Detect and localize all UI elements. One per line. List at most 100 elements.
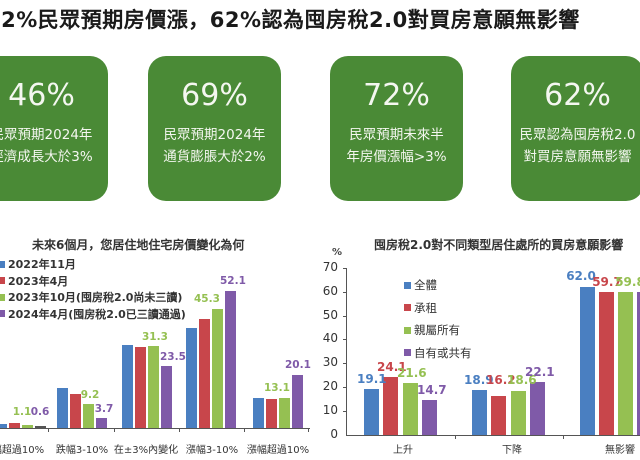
- bar: [637, 292, 640, 435]
- bar: [225, 291, 236, 428]
- x-tick: [114, 428, 115, 432]
- legend-item: 親屬所有: [404, 319, 472, 342]
- x-label: 漲幅超過10%: [246, 445, 310, 456]
- legend-swatch-red: [404, 304, 411, 312]
- y-tick-label: 50: [322, 308, 338, 322]
- bar: [253, 398, 264, 428]
- stat-card-inflation: 69% 民眾預期2024年 通貨膨脹大於2%: [148, 56, 281, 201]
- legend-swatch-purple: [0, 310, 5, 318]
- value-label: 59.8: [615, 275, 640, 289]
- stat-caption-line1: 民眾預期未來半: [349, 127, 444, 143]
- y-tick-label: 20: [322, 379, 338, 393]
- bar: [530, 382, 545, 435]
- legend-item: 自有或共有: [404, 342, 472, 365]
- x-tick: [563, 435, 564, 439]
- value-label: 14.7: [417, 383, 447, 397]
- value-label: 19.1: [357, 372, 387, 386]
- x-label: 無影響: [605, 445, 635, 456]
- value-label: 9.2: [80, 389, 100, 401]
- right-chart-legend: 全體 承租 親屬所有 自有或共有: [404, 274, 472, 364]
- bar: [70, 394, 81, 428]
- left-chart-legend: 2022年11月 2023年4月 2023年10月(囤房稅2.0尚未三讀) 20…: [0, 256, 186, 322]
- value-label: 13.1: [264, 382, 290, 394]
- stat-card-hoarding-tax: 62% 民眾認為囤房稅2.0 對買房意願無影響: [511, 56, 640, 201]
- stat-percent: 72%: [363, 78, 430, 113]
- stat-caption-line2: 經濟成長大於3%: [0, 149, 93, 165]
- legend-item: 2023年10月(囤房稅2.0尚未三讀): [0, 289, 186, 306]
- legend-item: 2022年11月: [0, 256, 186, 273]
- value-label: 52.1: [220, 275, 246, 287]
- bar: [35, 426, 46, 428]
- value-label: 59.7: [592, 275, 622, 289]
- legend-label: 2024年4月(囤房稅2.0已三讀通過): [8, 307, 186, 321]
- bar: [491, 396, 506, 435]
- y-tick-label: 0: [330, 427, 338, 441]
- y-tick-label: 10: [322, 403, 338, 417]
- x-tick: [308, 428, 309, 432]
- x-tick: [244, 428, 245, 432]
- value-label: 20.1: [285, 359, 311, 371]
- stat-percent: 46%: [8, 78, 75, 113]
- x-label: 下降: [502, 445, 522, 456]
- right-x-axis: [346, 435, 640, 436]
- bar: [472, 390, 487, 435]
- bar: [403, 383, 418, 435]
- left-chart-plot: 1.1 0.6 9.2 3.7 31.3 23.5 45.3 52.1 13.1…: [0, 275, 311, 428]
- legend-swatch-blue: [0, 260, 5, 268]
- bar: [9, 423, 20, 428]
- y-tick-label: 70: [322, 260, 338, 274]
- legend-swatch-blue: [404, 281, 411, 289]
- stat-percent: 62%: [544, 78, 611, 113]
- y-tick: [343, 292, 347, 293]
- x-label: 在±3%內變化: [113, 445, 179, 456]
- value-label: 0.6: [30, 406, 50, 418]
- value-label: 23.5: [160, 351, 186, 363]
- bar: [618, 292, 633, 435]
- value-label: 31.3: [142, 331, 168, 343]
- x-label: 漲幅3-10%: [185, 445, 239, 456]
- y-tick: [343, 363, 347, 364]
- stat-card-economy: 46% 民眾預期2024年 經濟成長大於3%: [0, 56, 108, 201]
- value-label: 22.1: [525, 365, 555, 379]
- bar: [186, 328, 197, 428]
- stat-caption-line2: 年房價漲幅>3%: [346, 149, 447, 165]
- bar: [122, 345, 133, 428]
- bar: [580, 287, 595, 435]
- bar: [599, 292, 614, 435]
- value-label: 3.7: [94, 403, 114, 415]
- bar: [422, 400, 437, 435]
- stat-caption-line2: 通貨膨脹大於2%: [163, 149, 266, 165]
- stat-caption-line1: 民眾預期2024年: [163, 127, 266, 143]
- legend-swatch-green: [0, 293, 5, 301]
- value-label: 62.0: [566, 269, 596, 283]
- bar: [383, 377, 398, 435]
- value-label: 45.3: [194, 293, 220, 305]
- right-chart-title: 囤房稅2.0對不同類型居住處所的買房意願影響: [374, 238, 624, 252]
- bar: [292, 375, 303, 428]
- value-label: 16.2: [486, 373, 516, 387]
- bar: [96, 418, 107, 428]
- y-tick-label: 60: [322, 284, 338, 298]
- x-label: 跌幅3-10%: [55, 445, 109, 456]
- x-tick: [48, 428, 49, 432]
- right-chart-plot: 19.1 24.1 21.6 14.7 18.9 16.2 18.6 22.1 …: [347, 268, 640, 435]
- bar: [148, 346, 159, 428]
- value-label: 21.6: [397, 366, 427, 380]
- bar: [212, 309, 223, 428]
- y-unit-label: %: [332, 247, 343, 258]
- headline: 72%民眾預期房價漲，62%認為囤房稅2.0對買房意願無影響: [0, 8, 580, 32]
- bar: [364, 389, 379, 435]
- y-tick-label: 30: [322, 355, 338, 369]
- x-tick: [455, 435, 456, 439]
- bar: [511, 391, 526, 435]
- bar: [22, 425, 33, 428]
- legend-swatch-green: [404, 326, 411, 334]
- legend-swatch-red: [0, 277, 5, 285]
- legend-swatch-purple: [404, 349, 411, 357]
- legend-label: 2022年11月: [8, 258, 76, 272]
- bar: [199, 319, 210, 428]
- value-label: 24.1: [377, 360, 407, 374]
- legend-item: 2024年4月(囤房稅2.0已三讀通過): [0, 306, 186, 323]
- legend-label: 承租: [414, 300, 437, 315]
- legend-label: 全體: [414, 278, 437, 293]
